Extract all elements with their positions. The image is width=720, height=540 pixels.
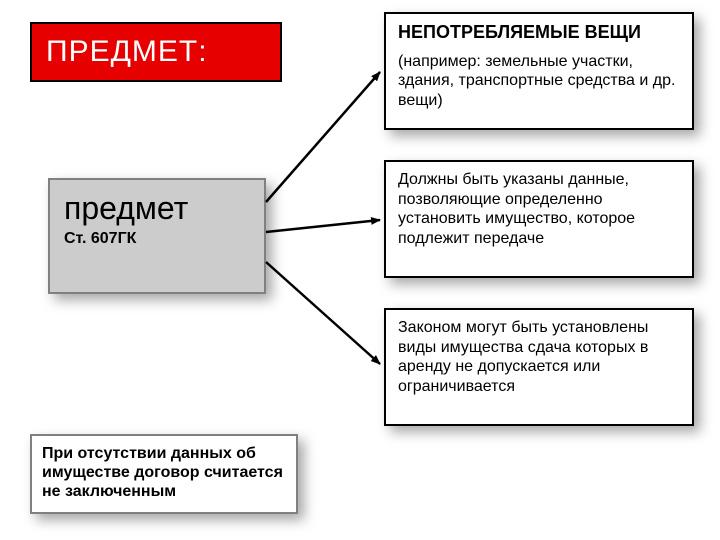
right-box-1-body: Должны быть указаны данные, позволяющие … [398, 170, 682, 248]
right-box-2: Законом могут быть установлены виды имущ… [384, 308, 694, 426]
right-box-0: НЕПОТРЕБЛЯЕМЫЕ ВЕЩИ (например: земельные… [384, 12, 694, 130]
title-text: ПРЕДМЕТ: [46, 35, 208, 69]
bottom-note-text: При отсутствии данных об имуществе догов… [42, 445, 283, 500]
right-box-0-header: НЕПОТРЕБЛЯЕМЫЕ ВЕЩИ [398, 22, 682, 44]
right-box-0-body: (например: земельные участки, здания, тр… [398, 52, 682, 111]
right-box-2-body: Законом могут быть установлены виды имущ… [398, 318, 682, 396]
subject-main: предмет [64, 192, 252, 226]
bottom-note-box: При отсутствии данных об имуществе догов… [30, 434, 298, 514]
title-box: ПРЕДМЕТ: [30, 22, 282, 82]
subject-sub: Ст. 607ГК [64, 230, 252, 248]
right-box-1: Должны быть указаны данные, позволяющие … [384, 160, 694, 278]
subject-box: предмет Ст. 607ГК [48, 178, 266, 294]
